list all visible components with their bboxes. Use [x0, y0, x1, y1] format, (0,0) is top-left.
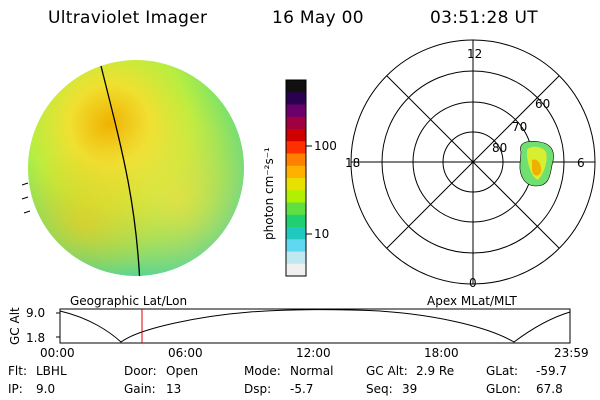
mode-value: Normal — [290, 364, 334, 378]
seq-label: Seq: — [366, 382, 393, 396]
time-label: 03:51:28 UT — [430, 8, 538, 28]
lat-label-60: 60 — [535, 97, 551, 111]
colorbar-cell — [286, 141, 306, 154]
y-tick-1-8: 1.8 — [26, 331, 46, 345]
gc-alt-value: 2.9 Re — [416, 364, 455, 378]
glon-label: GLon: — [486, 382, 521, 396]
ip-label: IP: — [8, 382, 23, 396]
dsp-label: Dsp: — [244, 382, 272, 396]
door-value: Open — [166, 364, 199, 378]
y-tick-9: 9.0 — [26, 306, 46, 320]
gc-alt-axis-label: GC Alt — [8, 307, 22, 345]
colorbar-cell — [286, 178, 306, 191]
x-tick-1800: 18:00 — [424, 346, 459, 360]
mlt-label-6: 6 — [577, 156, 585, 170]
gc-alt-label: GC Alt: — [366, 364, 408, 378]
colorbar-cell — [286, 129, 306, 142]
colorbar-cell — [286, 263, 306, 277]
glon-value: 67.8 — [536, 382, 563, 396]
glat-label: GLat: — [486, 364, 519, 378]
x-tick-0000: 00:00 — [40, 346, 75, 360]
disk-edge-ticks — [21, 182, 31, 214]
dsp-value: -5.7 — [290, 382, 314, 396]
colorbar-cell — [286, 92, 306, 105]
colorbar-cell — [286, 202, 306, 216]
seq-value: 39 — [402, 382, 418, 396]
auroral-patch — [519, 141, 554, 187]
x-tick-2359: 23:59 — [554, 346, 589, 360]
flt-label: Flt: — [8, 364, 27, 378]
colorbar-tick-100: 100 — [314, 139, 337, 153]
colorbar-cell — [286, 104, 306, 118]
apex-label: Apex MLat/MLT — [427, 294, 517, 308]
mlt-label-0: 0 — [469, 276, 477, 290]
flt-value: LBHL — [36, 364, 67, 378]
colorbar-cell — [286, 239, 306, 252]
x-tick-0600: 06:00 — [168, 346, 203, 360]
instrument-title: Ultraviolet Imager — [48, 8, 208, 28]
gain-label: Gain: — [124, 382, 156, 396]
glat-value: -59.7 — [536, 364, 568, 378]
gain-value: 13 — [166, 382, 182, 396]
date-label: 16 May 00 — [272, 8, 364, 28]
colorbar-cell — [286, 165, 306, 179]
lat-label-80: 80 — [492, 141, 508, 155]
colorbar-cell — [286, 80, 306, 93]
door-label: Door: — [124, 364, 157, 378]
geographic-label: Geographic Lat/Lon — [70, 294, 188, 308]
colorbar-cell — [286, 227, 306, 240]
mlt-label-12: 12 — [467, 47, 483, 61]
colorbar-cell — [286, 153, 306, 167]
lat-label-70: 70 — [512, 120, 528, 134]
ip-value: 9.0 — [36, 382, 56, 396]
colorbar-cell — [286, 116, 306, 130]
mlt-label-18: 18 — [345, 156, 361, 170]
colorbar-cell — [286, 251, 306, 265]
colorbar-cell — [286, 190, 306, 203]
x-tick-1200: 12:00 — [296, 346, 331, 360]
mode-label: Mode: — [244, 364, 281, 378]
colorbar-tick-10: 10 — [314, 227, 330, 241]
colorbar-cell — [286, 214, 306, 228]
